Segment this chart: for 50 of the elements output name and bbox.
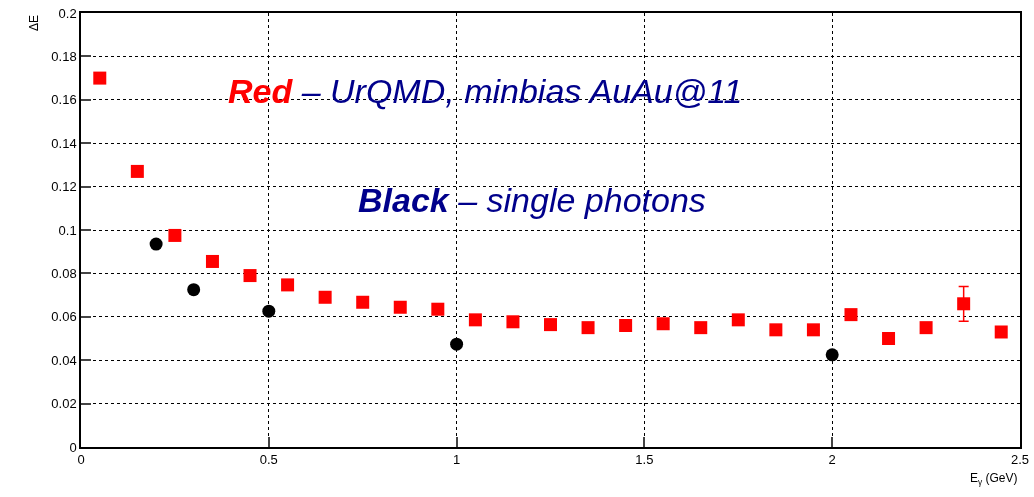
x-tick-label: 1.5 [635, 452, 654, 468]
point [318, 290, 332, 304]
y-axis-title: ΔE [27, 15, 42, 32]
x-tick-label: 2 [828, 452, 836, 468]
point [393, 300, 407, 314]
point [957, 297, 971, 311]
y-tick-label: 0.14 [51, 135, 77, 151]
point [769, 323, 783, 337]
x-axis-title: E$_{γ}$ (GeV) [970, 471, 1018, 487]
y-tick-label: 0.2 [58, 5, 77, 21]
point [694, 321, 708, 335]
point [431, 302, 445, 316]
point [619, 318, 633, 332]
point [882, 332, 896, 345]
point [450, 337, 464, 351]
point [656, 317, 670, 331]
point [243, 269, 257, 283]
y-tick-label: 0 [69, 439, 77, 455]
point [149, 237, 163, 251]
y-tick-label: 0.12 [51, 179, 77, 195]
y-tick-label: 0.18 [51, 48, 77, 64]
point [994, 325, 1008, 339]
y-tick-label: 0.04 [51, 352, 77, 368]
point [731, 313, 745, 327]
point [506, 315, 520, 329]
point [806, 323, 820, 337]
point [919, 321, 933, 335]
x-tick-label: 1 [452, 452, 461, 468]
point [93, 71, 107, 85]
point [281, 278, 295, 292]
point [130, 164, 144, 178]
annotation: Black – single photons [358, 181, 706, 219]
point [187, 283, 201, 297]
point [544, 318, 557, 332]
point [356, 295, 370, 309]
point [205, 254, 219, 268]
point [262, 304, 276, 318]
point [825, 348, 839, 362]
point [168, 228, 182, 242]
y-tick-label: 0.08 [51, 265, 77, 281]
y-tick-label: 0.16 [51, 92, 77, 108]
point [468, 313, 482, 327]
x-tick-label: 2.5 [1010, 452, 1030, 468]
x-tick-label: 0.5 [259, 452, 278, 468]
annotation: Red – UrQMD, minbias AuAu@11 [228, 72, 743, 110]
y-tick-label: 0.06 [51, 309, 77, 325]
y-tick-label: 0.1 [58, 222, 77, 238]
y-tick-label: 0.02 [51, 396, 77, 412]
point [581, 321, 595, 335]
point [844, 308, 858, 322]
